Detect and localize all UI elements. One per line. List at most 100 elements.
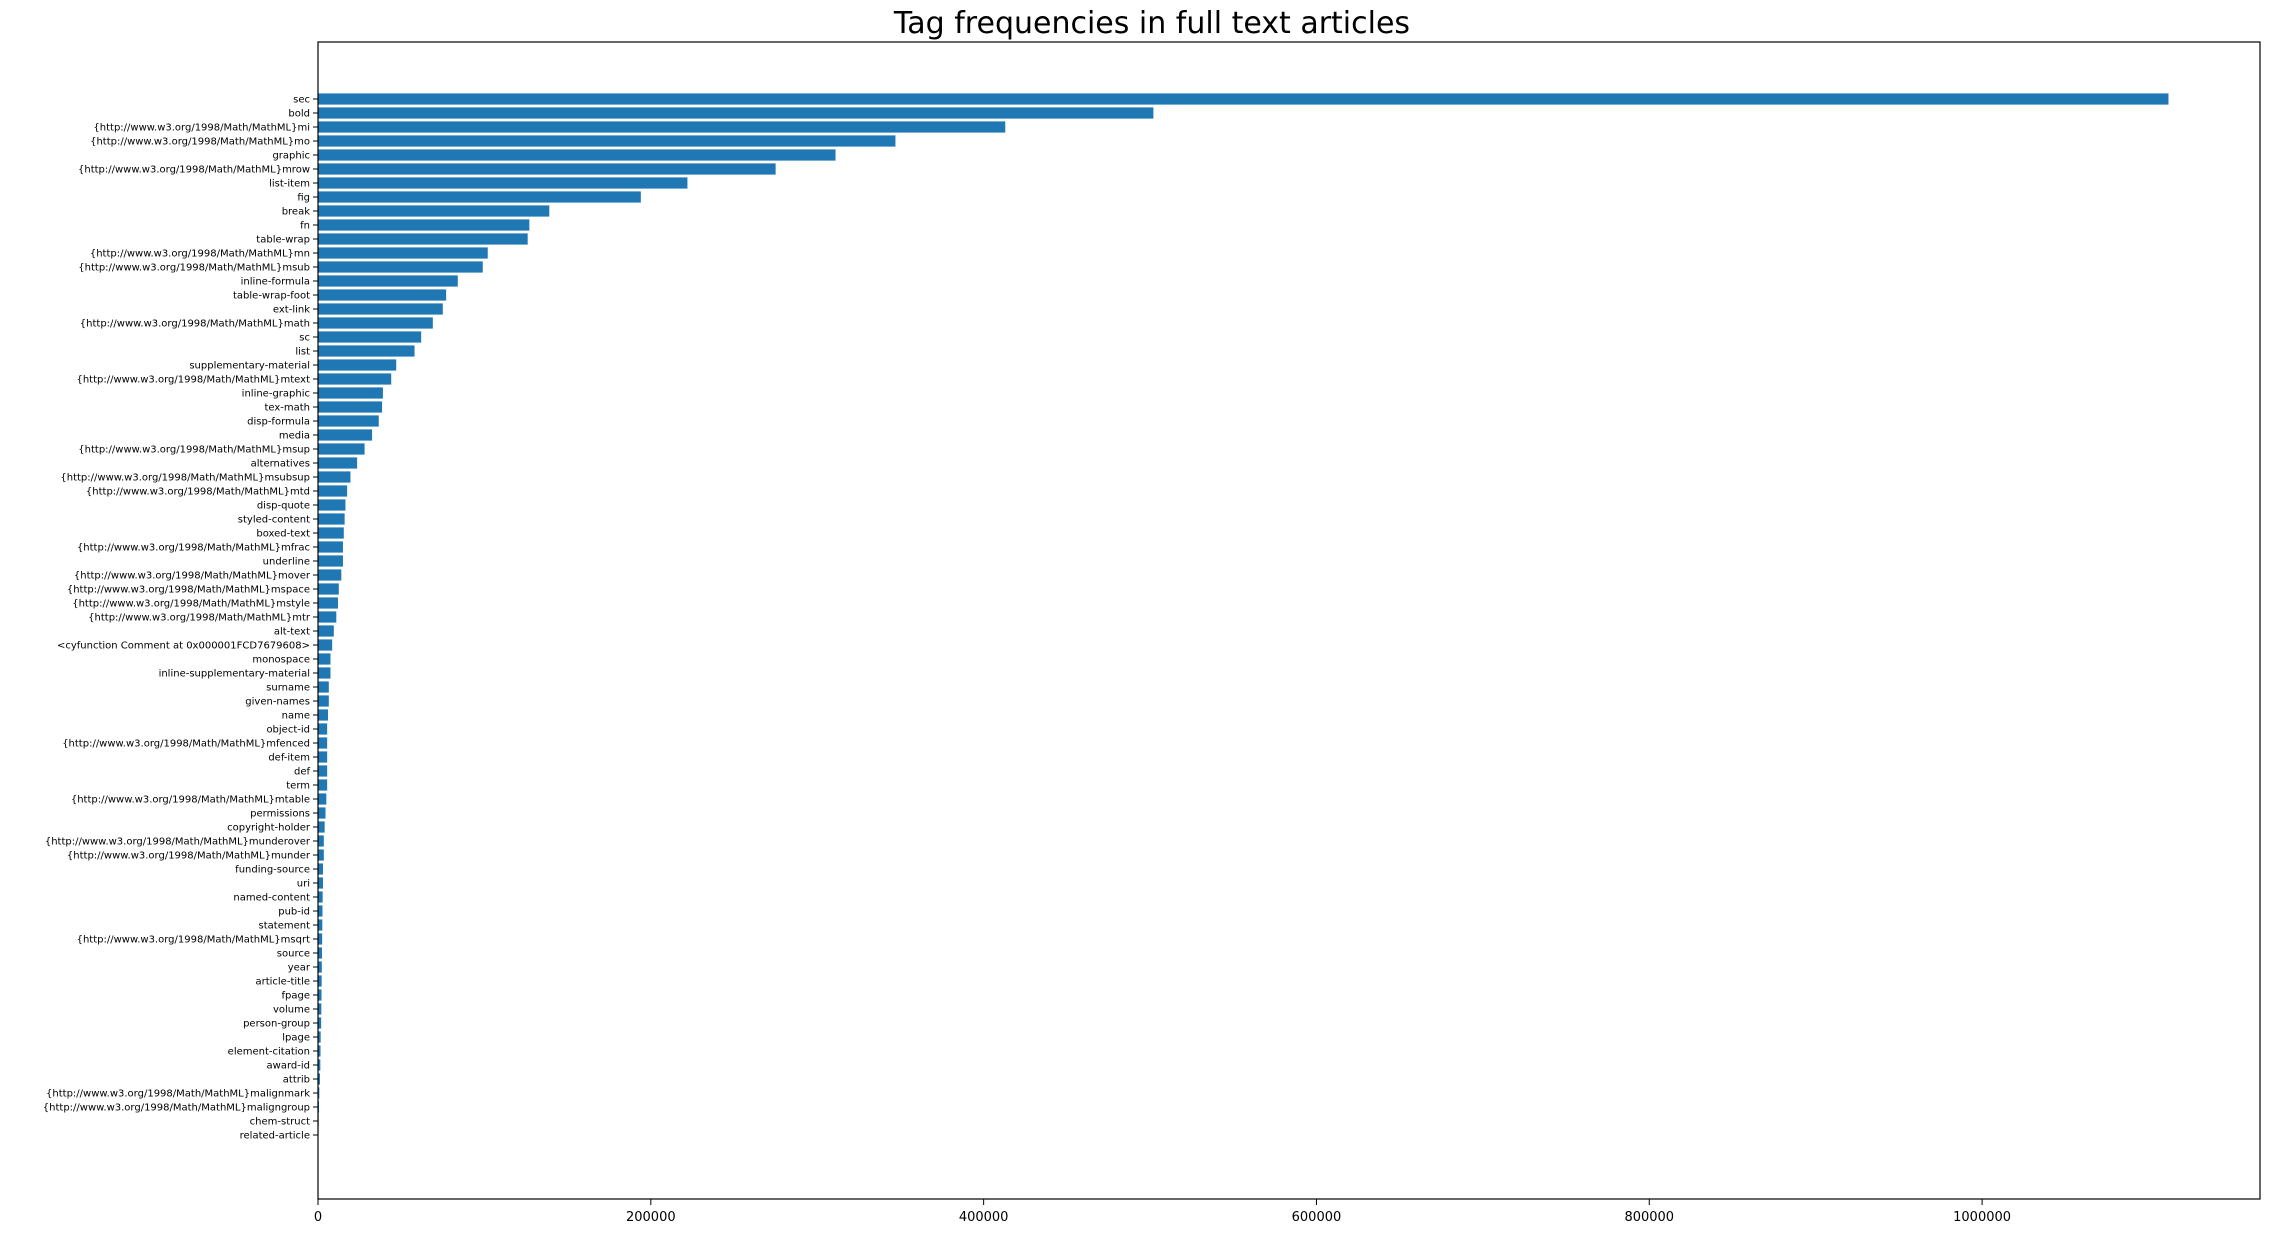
y-tick-label-19: supplementary-material [189,361,310,372]
bar-43 [318,695,329,706]
y-tick-label-38: alt-text [274,627,310,638]
y-tick-label-0: sec [293,95,310,106]
y-tick-label-70: attrib [283,1075,310,1086]
bar-54 [318,849,324,860]
bar-37 [318,611,336,622]
bar-58 [318,905,322,916]
bar-1 [318,107,1153,118]
y-tick-label-29: disp-quote [257,501,310,512]
y-tick-label-69: award-id [267,1061,310,1072]
bar-57 [318,891,323,902]
bar-17 [318,331,421,342]
y-tick-label-22: tex-math [264,403,310,414]
y-tick-label-68: element-citation [228,1047,310,1058]
y-tick-label-4: graphic [272,151,310,162]
y-tick-label-66: person-group [243,1019,310,1030]
bar-30 [318,513,345,524]
y-tick-label-58: pub-id [278,907,310,918]
chart-title: Tag frequencies in full text articles [893,6,1410,41]
bar-7 [318,191,641,202]
y-tick-label-42: surname [266,683,310,694]
bar-59 [318,919,322,930]
y-tick-label-53: {http://www.w3.org/1998/Math/MathML}mund… [45,837,311,848]
bar-46 [318,737,327,748]
y-tick-label-11: {http://www.w3.org/1998/Math/MathML}mn [90,249,310,260]
x-tick-label-1: 200000 [626,1210,676,1225]
y-tick-label-50: {http://www.w3.org/1998/Math/MathML}mtab… [71,795,310,806]
y-tick-label-51: permissions [250,809,310,820]
y-tick-label-18: list [295,347,310,358]
y-tick-label-57: named-content [233,893,310,904]
y-tick-label-52: copyright-holder [227,823,311,834]
y-tick-label-1: bold [288,109,310,120]
bar-44 [318,709,328,720]
bar-53 [318,835,324,846]
y-tick-label-62: year [288,963,311,974]
y-tick-label-34: {http://www.w3.org/1998/Math/MathML}move… [74,571,311,582]
x-tick-label-0: 0 [314,1210,322,1225]
bar-38 [318,625,334,636]
bar-14 [318,289,446,300]
y-tick-label-54: {http://www.w3.org/1998/Math/MathML}mund… [67,851,311,862]
y-tick-label-31: boxed-text [256,529,310,540]
bar-16 [318,317,433,328]
y-tick-label-3: {http://www.w3.org/1998/Math/MathML}mo [90,137,310,148]
bar-52 [318,821,325,832]
y-tick-label-74: related-article [240,1131,310,1142]
y-tick-label-15: ext-link [273,305,310,316]
bar-55 [318,863,323,874]
y-tick-label-2: {http://www.w3.org/1998/Math/MathML}mi [93,123,310,134]
y-tick-label-21: inline-graphic [242,389,310,400]
bar-19 [318,359,396,370]
y-tick-label-30: styled-content [238,515,310,526]
y-tick-label-65: volume [273,1005,310,1016]
bar-29 [318,499,345,510]
bar-20 [318,373,391,384]
bar-15 [318,303,443,314]
bar-39 [318,639,332,650]
bar-41 [318,667,330,678]
bar-42 [318,681,329,692]
y-tick-label-24: media [279,431,310,442]
y-tick-label-47: def-item [268,753,310,764]
bar-10 [318,233,528,244]
y-tick-label-16: {http://www.w3.org/1998/Math/MathML}math [80,319,310,330]
y-tick-label-7: fig [297,193,310,204]
y-tick-label-10: table-wrap [256,235,310,246]
y-tick-label-8: break [282,207,311,218]
bar-9 [318,219,529,230]
y-tick-label-17: sc [299,333,310,344]
bar-36 [318,597,338,608]
bar-34 [318,569,341,580]
y-tick-label-43: given-names [245,697,310,708]
bar-45 [318,723,327,734]
x-tick-label-5: 1000000 [1953,1210,2011,1225]
y-tick-label-45: object-id [266,725,310,736]
y-tick-label-26: alternatives [251,459,310,470]
bar-32 [318,541,343,552]
y-tick-label-67: lpage [282,1033,310,1044]
x-tick-label-3: 600000 [1292,1210,1342,1225]
bar-56 [318,877,323,888]
bar-22 [318,401,382,412]
bar-60 [318,933,322,944]
bar-33 [318,555,343,566]
y-tick-label-28: {http://www.w3.org/1998/Math/MathML}mtd [86,487,310,498]
bar-50 [318,793,326,804]
bar-2 [318,121,1005,132]
bar-27 [318,471,350,482]
bar-40 [318,653,330,664]
y-tick-label-46: {http://www.w3.org/1998/Math/MathML}mfen… [62,739,310,750]
bar-5 [318,163,776,174]
y-tick-label-27: {http://www.w3.org/1998/Math/MathML}msub… [60,473,310,484]
bar-18 [318,345,415,356]
y-tick-labels: sec bold {http://www.w3.org/1998/Math/Math… [43,95,318,1142]
y-tick-label-6: list-item [269,179,310,190]
y-tick-label-35: {http://www.w3.org/1998/Math/MathML}mspa… [67,585,310,596]
y-tick-label-39: <cyfunction Comment at 0x000001FCD767960… [57,641,310,652]
y-tick-label-14: table-wrap-foot [233,291,310,302]
y-tick-label-49: term [286,781,310,792]
y-tick-label-20: {http://www.w3.org/1998/Math/MathML}mtex… [76,375,310,386]
